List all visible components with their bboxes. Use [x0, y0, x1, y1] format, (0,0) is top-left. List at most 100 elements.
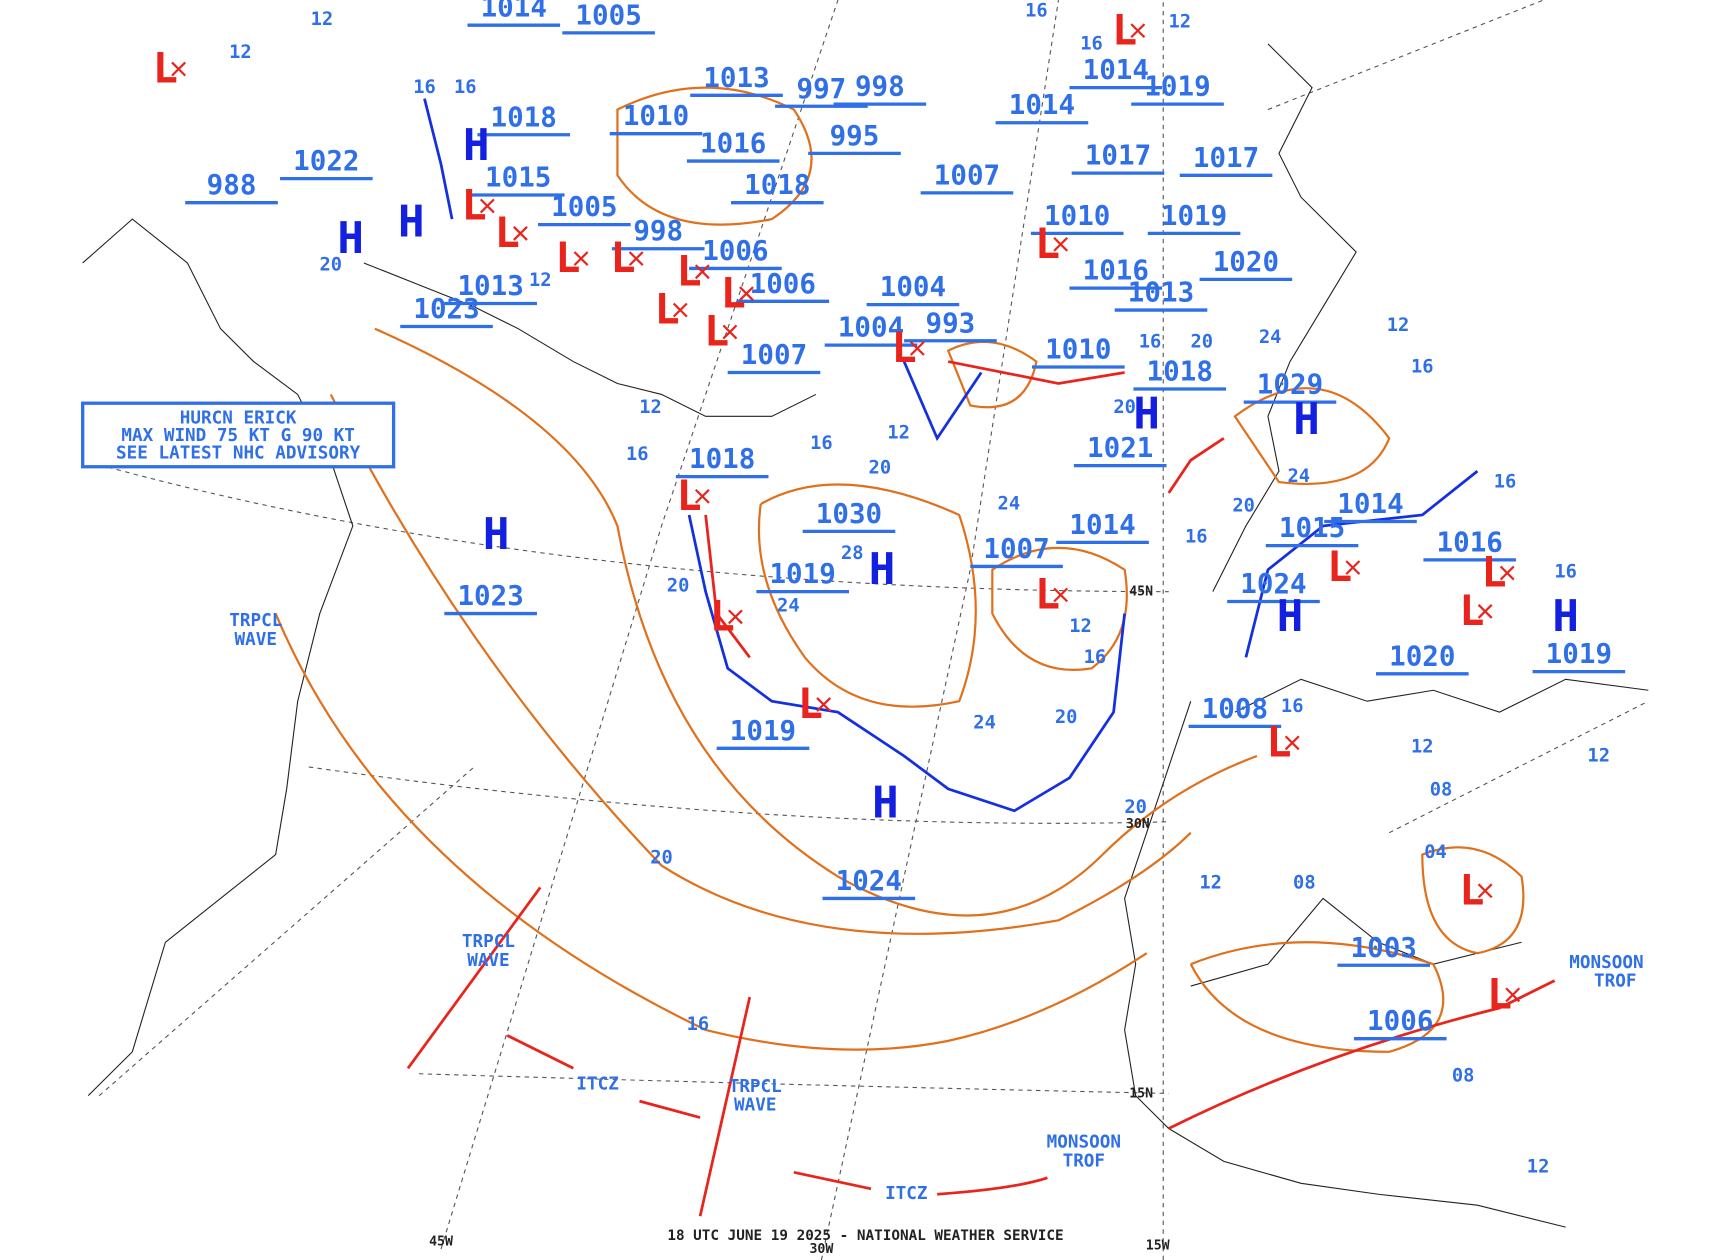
- low-cross: [694, 264, 710, 280]
- isobar-label: 24: [1259, 327, 1282, 348]
- pressure-label: 1014: [1069, 510, 1135, 541]
- low-center: L: [676, 471, 701, 520]
- low-cross: [1505, 987, 1521, 1003]
- isobar-label: 16: [1084, 647, 1107, 668]
- high-center: H: [1293, 394, 1320, 445]
- isobar-label: 12: [529, 270, 552, 291]
- low-cross: [628, 251, 644, 266]
- pressure-label: 1013: [1128, 278, 1194, 309]
- footer: 18 UTC JUNE 19 2025 - NATIONAL WEATHER S…: [667, 1228, 1063, 1244]
- low-center: L: [495, 208, 520, 257]
- feature-label: ITCZ: [576, 1075, 618, 1095]
- isobar-label: 16: [1080, 33, 1103, 54]
- isobar-label: 20: [650, 847, 673, 868]
- isobar-label: 24: [1288, 466, 1311, 487]
- low-cross: [1345, 560, 1361, 575]
- low-center: L: [461, 181, 486, 230]
- isobar-label: 12: [639, 397, 662, 418]
- pressure-label: 998: [855, 72, 905, 103]
- pressure-label: 1020: [1389, 641, 1455, 672]
- pressure-label: 988: [207, 170, 257, 201]
- pressure-label: 1008: [1202, 694, 1268, 725]
- pressure-label: 1017: [1193, 143, 1259, 174]
- low-center: L: [676, 246, 701, 295]
- isobar-label: 16: [1411, 357, 1434, 378]
- pressure-label: 995: [830, 121, 880, 152]
- low-center: L: [654, 285, 679, 334]
- low-center: L: [1112, 5, 1137, 54]
- isobar-label: 20: [869, 457, 892, 478]
- isobar-label: 16: [1554, 561, 1577, 582]
- fronts: [406, 98, 1556, 1217]
- isobar-label: 20: [1055, 707, 1078, 728]
- grid-label: 30N: [1126, 817, 1150, 832]
- high-center: H: [463, 120, 490, 171]
- isobar-label: 28: [841, 543, 864, 564]
- grid-label: 15W: [1146, 1239, 1170, 1254]
- low-cross: [1053, 587, 1069, 603]
- isobar-label: 20: [319, 255, 342, 276]
- feature-label: MONSOON: [1569, 953, 1643, 973]
- isobar-label: 24: [777, 595, 800, 616]
- low-cross: [722, 324, 738, 340]
- pressure-label: 1015: [1279, 513, 1345, 544]
- high-center: H: [869, 544, 896, 595]
- high-center: H: [337, 213, 364, 264]
- pressure-label: 1016: [1437, 527, 1503, 558]
- high-center: H: [483, 509, 510, 560]
- isobar-label: 12: [1168, 11, 1191, 32]
- pressure-label: 1024: [1240, 569, 1306, 600]
- low-center: L: [798, 679, 823, 728]
- isobar-label: 12: [1387, 315, 1410, 336]
- isobar-label: 12: [311, 9, 334, 30]
- low-cross: [171, 61, 187, 77]
- feature-label: MONSOON: [1047, 1133, 1121, 1153]
- low-cross: [728, 609, 743, 625]
- pressure-label: 1022: [293, 146, 359, 177]
- feature-label: ITCZ: [885, 1184, 927, 1204]
- isobar-label: 04: [1424, 842, 1447, 863]
- isobar-label: 20: [1191, 331, 1214, 352]
- feature-label: TROF: [1063, 1151, 1105, 1171]
- isobar-label: 20: [667, 576, 690, 597]
- feature-label: WAVE: [734, 1096, 776, 1116]
- grid-label: 15N: [1129, 1086, 1153, 1101]
- isobar-label: 12: [229, 42, 252, 63]
- feature-label: TRPCL: [229, 611, 282, 631]
- pressure-label: 1016: [1083, 256, 1149, 287]
- pressure-label: 1003: [1351, 933, 1417, 964]
- graticule: [82, 0, 1649, 1260]
- pressure-label: 1004: [838, 313, 904, 344]
- pressure-label: 1019: [769, 559, 835, 590]
- low-center: L: [1035, 219, 1060, 268]
- low-center: L: [1459, 586, 1484, 635]
- isobar-label: 16: [626, 444, 649, 465]
- pressure-label: 1014: [1009, 90, 1075, 121]
- pressure-label: 1018: [1147, 357, 1213, 388]
- pressure-label: 1019: [1144, 72, 1210, 103]
- pressure-label: 1019: [1161, 201, 1227, 232]
- pressure-label: 1021: [1087, 433, 1153, 464]
- pressure-label: 997: [797, 74, 847, 105]
- low-center: L: [704, 307, 729, 356]
- pressure-label: 1005: [551, 192, 617, 223]
- grid-label: 45W: [429, 1234, 453, 1249]
- low-cross: [909, 341, 925, 356]
- low-cross: [1477, 883, 1493, 899]
- low-cross: [1499, 565, 1515, 581]
- pressure-label: 993: [926, 308, 976, 339]
- low-center: L: [1327, 542, 1352, 591]
- pressure-label: 1023: [457, 581, 523, 612]
- pressure-label: 1014: [1337, 489, 1403, 520]
- low-center: L: [721, 268, 746, 317]
- feature-label: WAVE: [235, 630, 277, 650]
- low-cross: [1053, 236, 1069, 252]
- pressure-label: 1014: [481, 0, 547, 24]
- pressure-label: 1029: [1257, 370, 1323, 401]
- isobar-label: 16: [1185, 526, 1208, 547]
- pressure-label: 1013: [457, 271, 523, 302]
- advisory-line: SEE LATEST NHC ADVISORY: [116, 444, 361, 464]
- feature-label: TRPCL: [729, 1077, 782, 1097]
